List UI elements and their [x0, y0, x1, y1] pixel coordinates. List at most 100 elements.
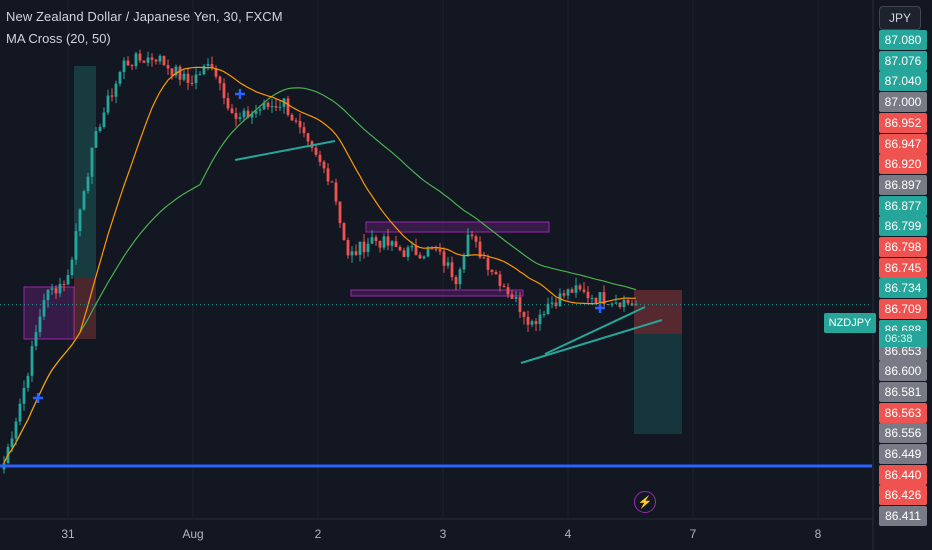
candle-body [98, 126, 102, 132]
candle-body [258, 109, 262, 111]
candle-body [210, 64, 214, 69]
price-label: 86.600 [879, 361, 927, 382]
trendline-upper [234, 140, 336, 161]
candle-body [526, 316, 530, 325]
candle-body [334, 182, 338, 202]
candle-body [162, 55, 166, 66]
candle-body [138, 53, 142, 61]
ma-fast-line [3, 66, 637, 464]
candle-body [146, 57, 150, 63]
candle-body [538, 314, 542, 325]
candle-body [90, 147, 94, 177]
candle-body [610, 303, 614, 305]
indicator-label[interactable]: MA Cross (20, 50) [6, 31, 111, 46]
candle-body [246, 110, 250, 118]
candle-body [174, 66, 178, 76]
candle-body [22, 387, 26, 404]
candle-body [594, 297, 598, 304]
candle-body [374, 237, 378, 241]
candle-body [82, 191, 86, 210]
candle-body [482, 257, 486, 259]
candle-body [14, 421, 18, 439]
candle-body [398, 246, 402, 251]
candle-body [354, 251, 358, 255]
candle-body [30, 346, 34, 376]
candle-body [106, 95, 110, 113]
candle-body [498, 274, 502, 286]
candle-body [78, 209, 82, 232]
lightning-icon[interactable]: ⚡ [634, 491, 656, 513]
candle-body [254, 110, 258, 114]
candle-body [46, 289, 50, 301]
candle-body [274, 106, 278, 108]
candle-body [306, 133, 310, 142]
candle-body [566, 289, 570, 296]
time-label: 4 [564, 527, 572, 541]
candle-body [322, 161, 326, 169]
candle-body [614, 302, 618, 304]
candle-body [626, 299, 630, 304]
candle-body [490, 269, 494, 272]
candle-body [58, 284, 62, 294]
candle-body [462, 256, 466, 270]
candle-body [110, 95, 114, 97]
candle-body [422, 256, 426, 259]
candle-body [222, 83, 226, 99]
candle-body [262, 102, 266, 110]
candle-body [130, 65, 134, 67]
candle-body [250, 113, 254, 118]
candle-body [70, 259, 74, 276]
candle-body [406, 247, 410, 257]
candle-body [362, 241, 366, 253]
candle-body [294, 120, 298, 122]
candle-body [18, 403, 22, 422]
candle-body [342, 223, 346, 241]
candle-body [134, 53, 138, 67]
currency-button[interactable]: JPY [879, 6, 921, 30]
candle-body [186, 73, 190, 83]
candle-body [158, 55, 162, 62]
price-label: 86.798 [879, 237, 927, 257]
cross-marker [595, 303, 605, 313]
candle-body [198, 74, 202, 76]
candle-body [394, 241, 398, 247]
candle-body [474, 236, 478, 242]
candle-body [382, 236, 386, 248]
candle-body [218, 76, 222, 84]
grid [67, 0, 819, 518]
candle-body [66, 275, 70, 285]
axes [0, 0, 874, 550]
candle-body [602, 292, 606, 305]
candle-body [206, 64, 210, 66]
candle-body [202, 65, 206, 75]
candle-body [530, 321, 534, 325]
candle-body [358, 241, 362, 255]
candle-body [418, 254, 422, 259]
candle-body [194, 74, 198, 84]
candle-body [74, 231, 78, 260]
candle-body [570, 289, 574, 293]
candle-body [578, 285, 582, 290]
candle-body [598, 292, 602, 304]
candle-body [558, 293, 562, 307]
candle-body [278, 106, 282, 108]
drawing-zones [23, 66, 682, 434]
trendline-lower [520, 319, 663, 364]
time-label: 2 [314, 527, 322, 541]
price-label: 86.920 [879, 154, 927, 175]
candle-body [270, 106, 274, 108]
candle-body [370, 237, 374, 244]
candle-body [318, 154, 322, 162]
candle-body [510, 294, 514, 299]
candle-body [434, 248, 438, 250]
candle-body [506, 287, 510, 295]
time-label: 31 [61, 527, 75, 541]
candle-body [170, 68, 174, 76]
candle-body [286, 98, 290, 115]
short-stop-zone [634, 290, 682, 334]
candle-body [494, 271, 498, 275]
candle-body [478, 241, 482, 258]
time-label: Aug [182, 527, 204, 541]
candle-body [562, 293, 566, 296]
